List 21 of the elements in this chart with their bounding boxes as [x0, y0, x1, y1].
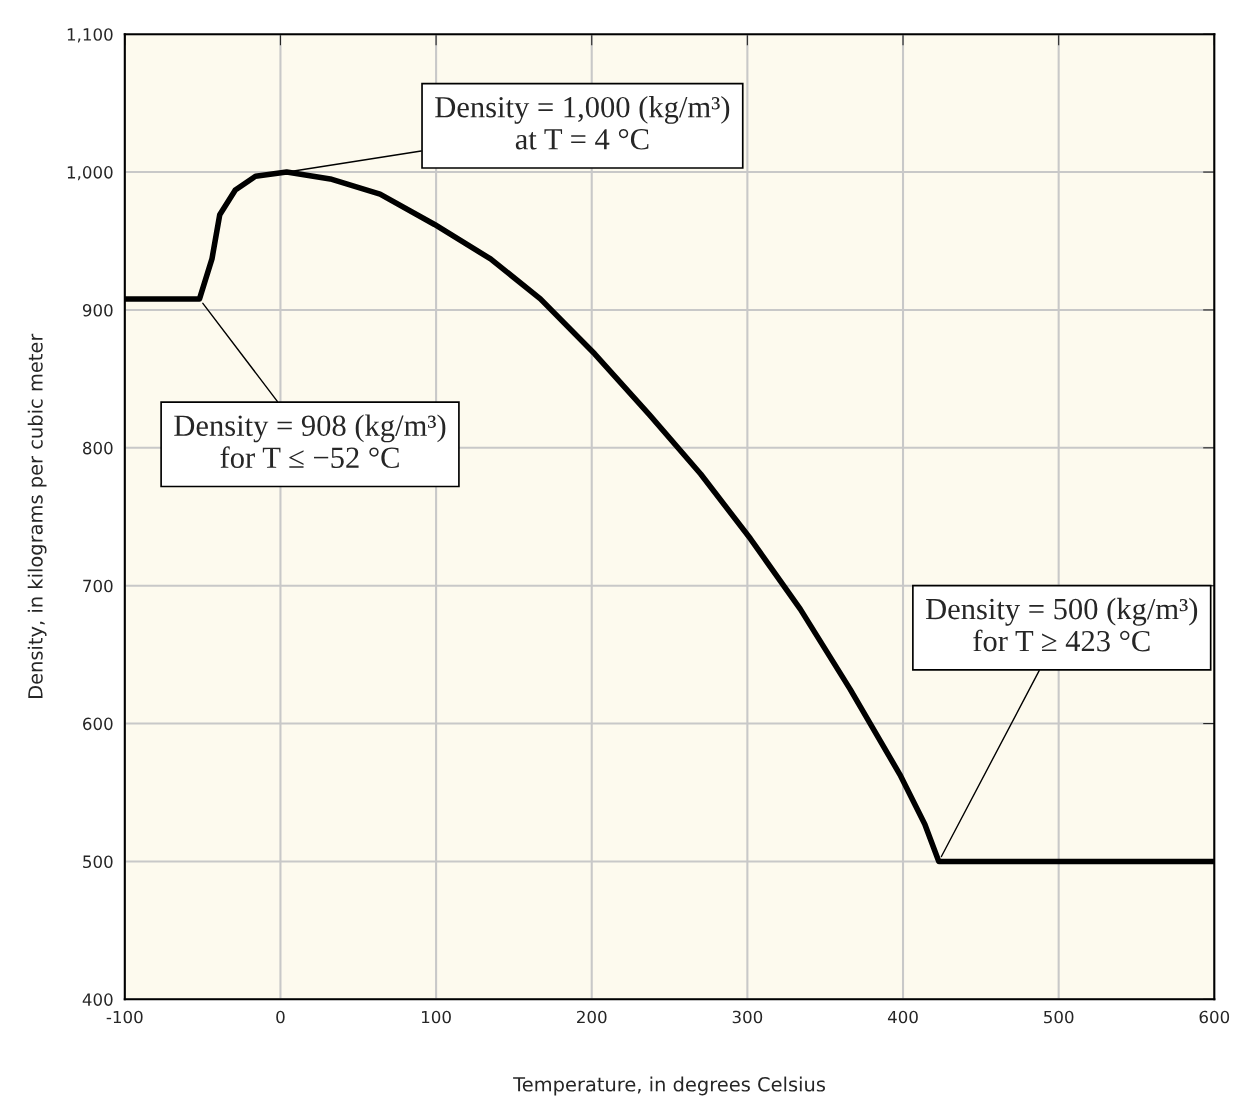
x-tick-label: 200 — [577, 1010, 607, 1024]
y-tick-label: 900 — [82, 303, 113, 317]
y-tick-label: 600 — [83, 717, 113, 731]
y-tick-label: 700 — [83, 579, 113, 593]
x-tick-label: 400 — [887, 1010, 918, 1024]
x-tick-label: 300 — [732, 1010, 763, 1024]
annotation: Density = 908 (kg/m³) for T ≤ −52 °C — [174, 414, 446, 469]
annotation: Density = 500 (kg/m³) for T ≥ 423 °C — [925, 597, 1198, 652]
x-tick-label: 600 — [1199, 1010, 1230, 1024]
x-tick-label: -100 — [106, 1010, 143, 1024]
x-tick-label: 100 — [422, 1010, 451, 1024]
x-axis-title: Temperature, in degrees Celsius — [513, 1076, 825, 1096]
annotation: Density = 1,000 (kg/m³) at T = 4 °C — [435, 96, 730, 150]
y-axis-title: Density, in kilograms per cubic meter — [27, 333, 47, 698]
y-tick-label: 1,000 — [67, 166, 113, 181]
y-tick-label: 500 — [83, 855, 113, 869]
y-tick-label: 800 — [83, 441, 113, 455]
x-tick-label: 500 — [1044, 1010, 1074, 1024]
x-tick-label: 0 — [276, 1010, 285, 1024]
y-tick-label: 400 — [82, 993, 113, 1006]
y-tick-label: 1,100 — [67, 28, 113, 43]
